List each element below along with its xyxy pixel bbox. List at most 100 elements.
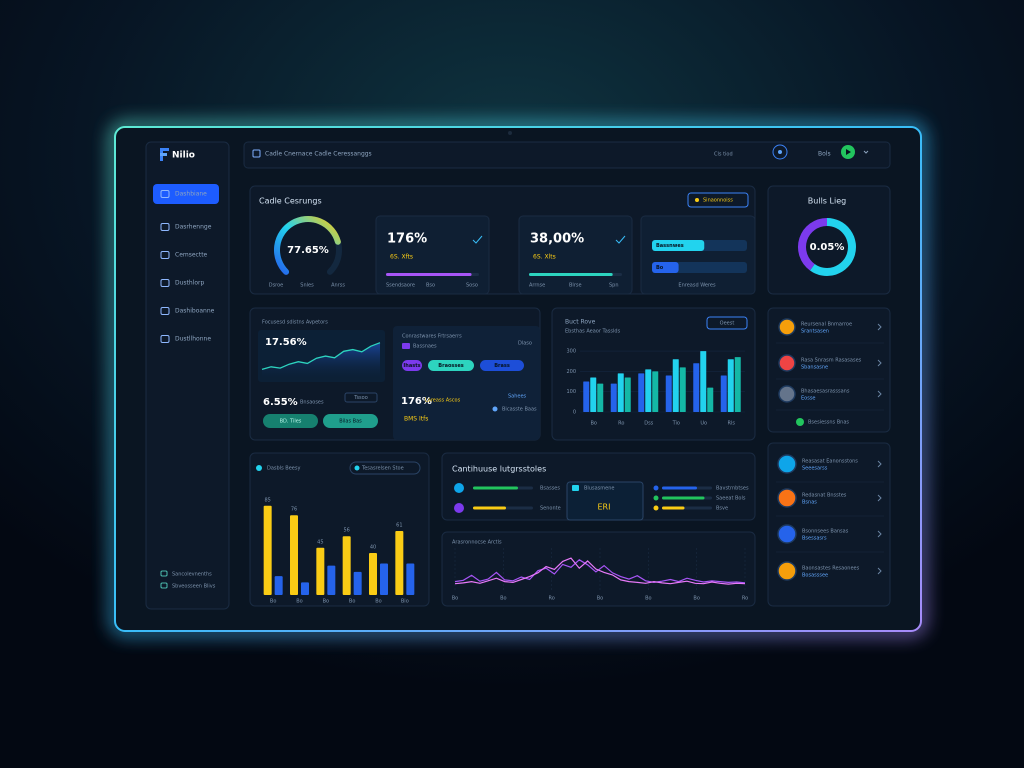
tag-icon	[354, 465, 360, 471]
kpi-footer: Ssendsaore	[386, 283, 415, 289]
kpi-footer: Bso	[426, 283, 435, 289]
x-tick-label: Bo	[693, 596, 700, 602]
contact-name[interactable]: Reursenal Bnmarroe	[801, 322, 852, 328]
progress-fill	[386, 273, 472, 276]
panel-tag: Bassnaes	[413, 344, 437, 350]
person-name[interactable]: Baonsastes Resaonees	[802, 566, 860, 572]
chevron	[877, 567, 882, 575]
nav-icon	[160, 335, 170, 343]
row-label: Saeeat Bols	[716, 496, 746, 502]
action-button[interactable]	[263, 414, 318, 428]
panel-icon	[572, 485, 579, 491]
logo-mark	[160, 148, 169, 151]
card	[767, 307, 891, 433]
person-name[interactable]: Bsonnsees Bansas	[802, 529, 849, 535]
pill-text[interactable]: Ihasts	[403, 363, 420, 369]
gauge-value: 77.65%	[287, 245, 329, 256]
person-name[interactable]: Reasasat Eanonsstons	[802, 459, 858, 465]
progress-fill	[473, 486, 518, 490]
x-tick-label: Uo	[700, 421, 707, 427]
chevron	[877, 494, 882, 502]
check-icon	[472, 235, 483, 244]
panel-stat: ERI	[598, 503, 611, 512]
chart-button[interactable]	[706, 316, 748, 330]
nav-icon	[160, 279, 170, 287]
bar	[645, 369, 652, 412]
nav-item[interactable]: Dashbiane	[175, 191, 207, 198]
contact-name[interactable]: Bsesiessns Bnas	[808, 420, 849, 426]
filter-pill[interactable]	[480, 360, 524, 371]
card	[767, 442, 891, 607]
button-text[interactable]: Bilas Bas	[339, 419, 362, 425]
check-icon	[615, 235, 626, 244]
bar	[665, 375, 672, 412]
breadcrumb-icon	[252, 149, 261, 158]
button-text[interactable]: Sinaonnoiss	[703, 198, 733, 204]
legend-text: Tssoo	[353, 395, 368, 401]
nav-item[interactable]: Dusthlorp	[175, 280, 205, 287]
chat-icon	[796, 418, 804, 426]
avatar	[778, 385, 796, 403]
card-title: Buct Rove	[565, 319, 596, 326]
x-tick-label: Bo	[591, 421, 598, 427]
bar	[707, 387, 714, 412]
row-icon	[653, 495, 659, 501]
panel-badge: Dlaso	[518, 341, 532, 347]
trend-value: 17.56%	[265, 337, 307, 348]
chevron	[877, 359, 882, 367]
progress-fill	[662, 486, 697, 490]
avatar	[777, 488, 797, 508]
pill-text[interactable]: Brass	[494, 363, 510, 369]
overview-button[interactable]	[687, 192, 749, 208]
row-icon	[454, 483, 464, 493]
breadcrumb: Cadle Cnernace Cadle Ceressanggs	[265, 151, 372, 158]
button-text[interactable]: Oeest	[720, 321, 735, 327]
x-tick-label: Tio	[672, 421, 680, 427]
play-icon	[846, 149, 851, 155]
y-tick-label: 100	[566, 389, 576, 395]
pill-text[interactable]: Braosses	[438, 363, 463, 369]
bar	[610, 383, 617, 412]
sidebar-footer[interactable]: Sbveosseen Blivs	[172, 584, 216, 590]
bar	[617, 373, 624, 412]
panel-link[interactable]: Sahees	[508, 394, 527, 400]
contact-sub: Sbansasne	[801, 365, 828, 371]
action-button[interactable]	[323, 414, 378, 428]
contact-sub: Eosse	[801, 396, 816, 402]
contact-name[interactable]: Rasa Snrasm Rasasases	[801, 358, 862, 364]
meter-fill	[652, 240, 705, 251]
x-tick-label: Ro	[618, 421, 624, 427]
panel-title: Conrastwares Frtrsaerrs	[402, 334, 462, 340]
filter-pill[interactable]	[402, 360, 422, 371]
ring-segment	[809, 218, 856, 276]
tag-text[interactable]: Tesasrelsen Stoe	[361, 466, 404, 472]
x-tick-label: Bo	[323, 599, 330, 605]
nav-item[interactable]: Dashiboanne	[175, 308, 215, 315]
person-name[interactable]: Redasnat Bnsstes	[802, 493, 847, 499]
kpi-sub: 6S. Xfts	[390, 254, 413, 261]
camera-notch	[508, 131, 512, 135]
user-name[interactable]: Bols	[818, 151, 831, 158]
progress-fill	[529, 273, 613, 276]
gauge-legend: Dsroe	[269, 283, 284, 289]
row-icon	[653, 505, 659, 511]
meter-footer: Enreasd Weres	[678, 283, 716, 289]
x-tick-label: Bo	[349, 599, 356, 605]
person-sub: Seeesarss	[802, 466, 828, 472]
nav-item[interactable]: Cemsectte	[175, 252, 208, 259]
button-text[interactable]: BD. Tiles	[280, 419, 302, 425]
contact-name[interactable]: Bhasaesasrasssans	[801, 389, 850, 395]
nav-item[interactable]: Dasrhennge	[175, 224, 212, 231]
footer-icon	[160, 570, 168, 577]
filter-pill[interactable]	[428, 360, 474, 371]
topbar	[243, 141, 891, 169]
nav-icon	[160, 223, 170, 231]
chart-tag[interactable]	[349, 461, 421, 475]
sidebar-footer[interactable]: Sancolevnenths	[172, 572, 212, 578]
x-tick-label: Bo	[375, 599, 382, 605]
bar	[693, 363, 700, 412]
nav-item[interactable]: Dustllhonne	[175, 336, 211, 343]
x-tick-label: Dss	[644, 421, 653, 427]
nav-active[interactable]	[153, 184, 219, 204]
dropdown-arrow[interactable]	[863, 150, 869, 154]
